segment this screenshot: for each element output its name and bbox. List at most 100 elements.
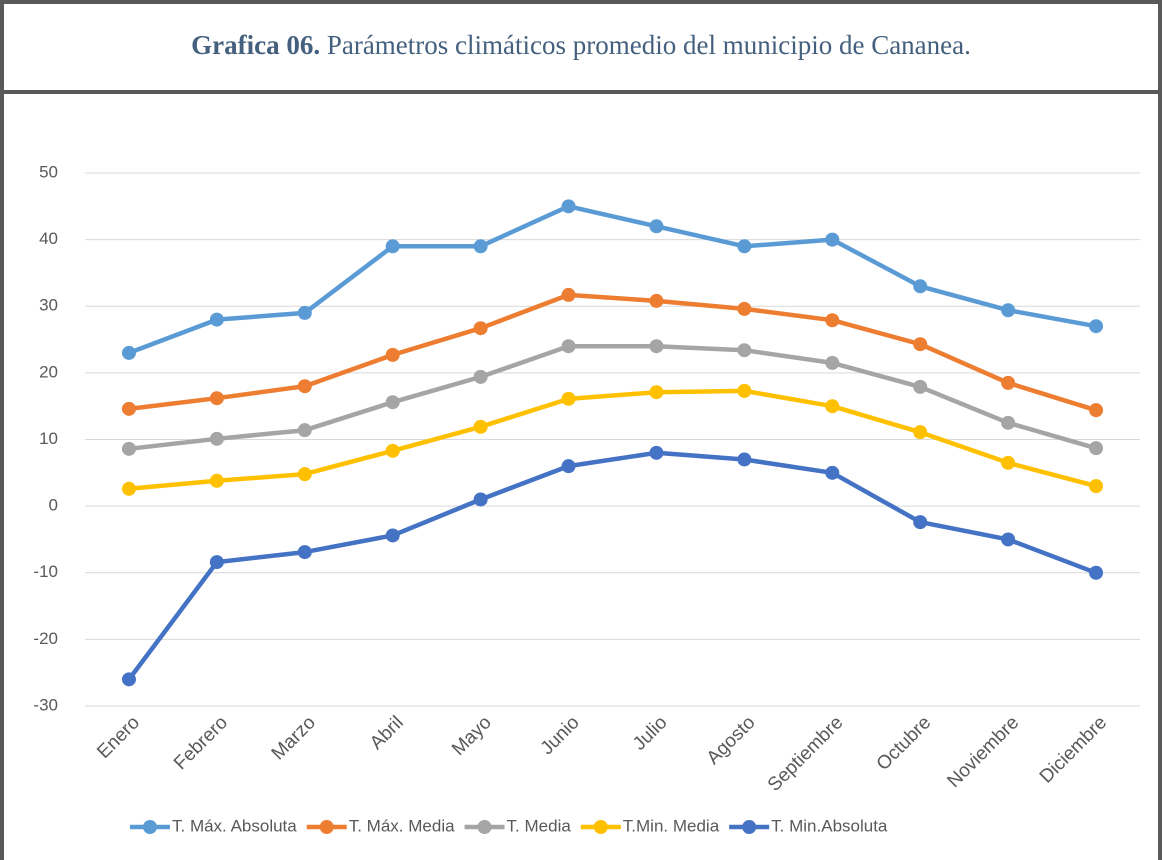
y-tick-label: 20 xyxy=(39,362,58,381)
x-tick-label: Agosto xyxy=(703,712,760,769)
point xyxy=(561,459,576,474)
x-tick-label: Marzo xyxy=(268,712,320,764)
point xyxy=(737,452,752,467)
x-tick-label: Enero xyxy=(93,712,144,763)
x-tick-label: Noviembre xyxy=(943,712,1023,792)
point xyxy=(121,401,136,416)
x-tick-label: Mayo xyxy=(448,712,496,760)
point xyxy=(1089,565,1104,580)
y-tick-label: -30 xyxy=(33,695,58,714)
legend-label: T. Min.Absoluta xyxy=(771,816,888,835)
point xyxy=(913,425,928,440)
point xyxy=(385,395,400,410)
x-tick-label: Abril xyxy=(366,712,408,754)
point xyxy=(649,445,664,460)
series-line xyxy=(128,204,1097,356)
legend-marker xyxy=(742,820,757,834)
point xyxy=(209,312,224,327)
point xyxy=(649,219,664,234)
x-tick-label: Diciembre xyxy=(1036,712,1111,787)
point xyxy=(209,431,224,446)
point xyxy=(297,379,312,394)
chart-title: Grafica 06. Parámetros climáticos promed… xyxy=(191,30,971,60)
point xyxy=(473,492,488,507)
point xyxy=(1089,319,1104,334)
x-tick-label: Junio xyxy=(537,712,584,759)
point xyxy=(297,305,312,320)
point xyxy=(825,399,840,414)
point xyxy=(1089,441,1104,456)
x-tick-label: Septiembre xyxy=(764,712,848,796)
point xyxy=(825,313,840,328)
point xyxy=(121,345,136,360)
point xyxy=(561,391,576,406)
title-text: Parámetros climáticos promedio del munic… xyxy=(327,30,971,60)
y-tick-label: 0 xyxy=(49,496,58,515)
point xyxy=(209,391,224,406)
point xyxy=(737,301,752,316)
point xyxy=(561,199,576,214)
point xyxy=(297,545,312,560)
x-tick-label: Febrero xyxy=(170,712,232,774)
legend-marker xyxy=(319,820,334,834)
point xyxy=(825,465,840,480)
point xyxy=(913,279,928,294)
point xyxy=(121,441,136,456)
point xyxy=(913,515,928,530)
y-tick-label: 40 xyxy=(39,229,58,248)
legend-marker xyxy=(477,820,492,834)
x-tick-label: Julio xyxy=(629,712,671,754)
point xyxy=(825,355,840,370)
point xyxy=(473,321,488,336)
point xyxy=(1001,532,1016,547)
legend-marker xyxy=(593,820,608,834)
point xyxy=(825,232,840,247)
point xyxy=(1089,479,1104,494)
y-tick-label: 10 xyxy=(39,429,58,448)
legend-label: T. Máx. Absoluta xyxy=(172,816,297,835)
x-tick-label: Octubre xyxy=(873,712,936,775)
point xyxy=(1001,455,1016,470)
point xyxy=(473,369,488,384)
point xyxy=(649,339,664,354)
point xyxy=(913,379,928,394)
title-frame xyxy=(0,0,1162,94)
point xyxy=(385,347,400,362)
point xyxy=(209,555,224,570)
point xyxy=(473,419,488,434)
y-tick-label: 30 xyxy=(39,296,58,315)
point xyxy=(385,443,400,458)
point xyxy=(1089,403,1104,418)
point xyxy=(1001,375,1016,390)
point xyxy=(649,293,664,308)
point xyxy=(1001,415,1016,430)
point xyxy=(913,337,928,352)
point xyxy=(737,383,752,398)
point xyxy=(385,528,400,543)
point xyxy=(121,481,136,496)
legend-label: T.Min. Media xyxy=(623,816,720,835)
point xyxy=(297,467,312,482)
point xyxy=(1001,303,1016,318)
legend-label: T. Máx. Media xyxy=(349,816,455,835)
point xyxy=(121,672,136,687)
series-line xyxy=(128,388,1097,492)
point xyxy=(737,239,752,254)
legend-label: T. Media xyxy=(507,816,572,835)
legend-marker xyxy=(143,820,157,834)
point xyxy=(385,239,400,254)
series-line xyxy=(128,343,1097,452)
y-tick-label: 50 xyxy=(39,162,58,181)
point xyxy=(737,343,752,358)
point xyxy=(473,239,488,254)
title-prefix: Grafica 06. xyxy=(191,30,320,60)
point xyxy=(649,385,664,400)
point xyxy=(561,287,576,302)
point xyxy=(297,423,312,438)
series-line xyxy=(127,450,1097,681)
y-tick-label: -10 xyxy=(33,562,58,581)
series-line xyxy=(128,292,1097,413)
point xyxy=(561,339,576,354)
point xyxy=(209,473,224,488)
